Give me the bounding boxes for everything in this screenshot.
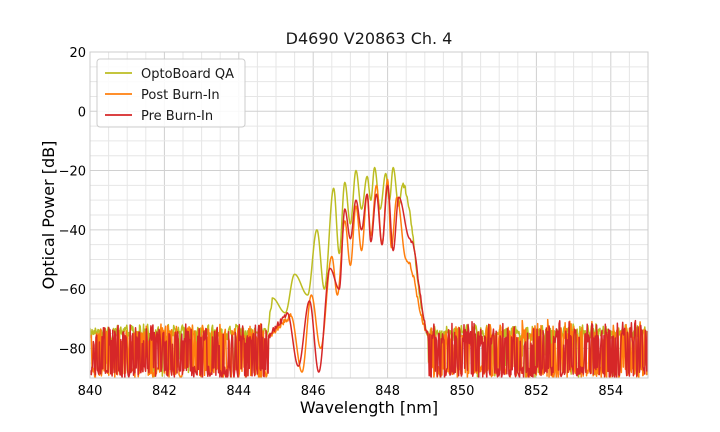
x-tick-label: 848	[375, 384, 400, 399]
x-tick-label: 840	[78, 384, 103, 399]
x-tick-label: 854	[598, 384, 623, 399]
plot-frame	[89, 51, 649, 379]
x-axis-ticks: 840 842 844 846 848 850 852 854	[78, 384, 624, 399]
series-line-pre-burn-in	[90, 184, 648, 378]
series-layer	[90, 166, 648, 378]
x-tick-label: 846	[301, 384, 326, 399]
y-axis-label: Optical Power [dB]	[39, 141, 58, 290]
y-tick-label: −40	[59, 224, 86, 239]
x-tick-label: 852	[524, 384, 549, 399]
y-axis-ticks: 20 0 −20 −40 −60 −80	[59, 46, 86, 357]
legend-entry: Post Burn-In	[141, 88, 220, 103]
legend-entry: Pre Burn-In	[141, 109, 213, 124]
x-tick-label: 844	[226, 384, 251, 399]
x-axis-label: Wavelength [nm]	[300, 398, 438, 417]
legend-entry: OptoBoard QA	[141, 67, 234, 82]
chart-title: D4690 V20863 Ch. 4	[286, 29, 453, 48]
y-tick-label: −60	[59, 283, 86, 298]
legend: OptoBoard QA Post Burn-In Pre Burn-In	[96, 58, 246, 128]
x-tick-label: 842	[152, 384, 177, 399]
y-tick-label: 20	[69, 46, 86, 61]
y-tick-label: −80	[59, 342, 86, 357]
x-tick-label: 850	[450, 384, 475, 399]
legend-box	[96, 58, 246, 128]
y-tick-label: −20	[59, 165, 86, 180]
y-tick-label: 0	[78, 105, 86, 120]
